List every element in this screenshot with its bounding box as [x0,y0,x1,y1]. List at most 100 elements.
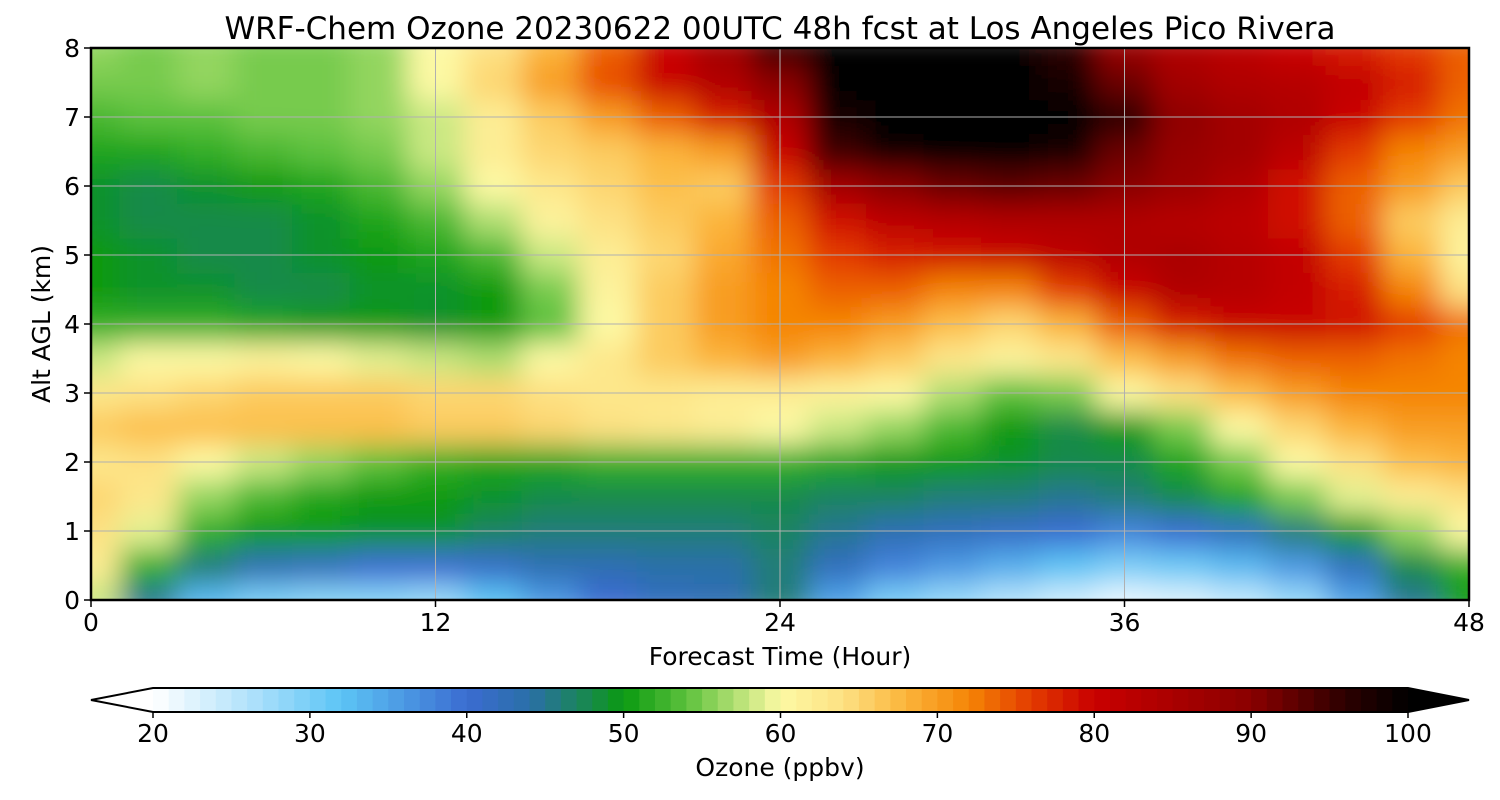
colorbar-bin [200,688,217,712]
colorbar-bin [1345,688,1362,712]
colorbar-bin [1109,688,1127,712]
y-tick-label: 5 [64,241,80,270]
heatmap-cell [808,582,867,600]
colorbar-tick-label: 70 [921,719,953,748]
colorbar-bin [1360,688,1378,712]
heatmap-cell [521,48,580,66]
heatmap-cell [981,479,1039,515]
heatmap-cell [1268,582,1326,600]
heatmap-cell [234,203,293,239]
heatmap-cell [923,479,982,515]
colorbar-bin [466,688,483,712]
heatmap-cell [1038,48,1097,66]
heatmap-cell [1153,65,1212,101]
colorbar-bin [984,688,1001,712]
heatmap-cell [981,48,1039,66]
heatmap-cell [1325,134,1384,170]
colorbar-bin [1094,688,1111,712]
heatmap-cell [1038,582,1097,600]
heatmap-cell [808,272,867,308]
colorbar-bin [764,688,781,712]
heatmap-cell [234,410,293,446]
colorbar-tick-label: 100 [1384,719,1432,748]
colorbar-bin [1078,688,1095,712]
heatmap-cell [464,65,523,101]
heatmap-cell [693,582,752,600]
heatmap-cell [349,410,408,446]
heatmap-cell [693,48,752,66]
heatmap-cell [808,65,867,101]
heatmap-cell [234,341,293,377]
heatmap-cell [1210,272,1269,308]
heatmap-cell [292,134,350,170]
heatmap-cell [1440,272,1469,308]
chart-title: WRF-Chem Ozone 20230622 00UTC 48h fcst a… [224,11,1335,47]
heatmap-cell [1268,548,1326,584]
heatmap-cell [177,548,236,584]
colorbar-tick-label: 40 [451,719,483,748]
colorbar-bin [1047,688,1064,712]
heatmap-cell [177,341,236,377]
heatmap-cell [981,65,1039,101]
y-tick-label: 4 [64,310,80,339]
heatmap-cell [1153,548,1212,584]
heatmap-cell [177,65,236,101]
heatmap-cell [464,582,523,600]
colorbar-bin [560,688,578,712]
colorbar-bin [309,688,327,712]
heatmap-cell [1268,272,1326,308]
colorbar [90,687,1470,713]
heatmap-cell [91,48,121,66]
heatmap-cell [521,341,580,377]
heatmap-cell [693,134,752,170]
colorbar-bin [1015,688,1032,712]
colorbar-bin [1125,688,1142,712]
colorbar-bin [356,688,374,712]
colorbar-bin [780,688,797,712]
heatmap-cell [808,203,867,239]
x-tick-label: 12 [420,608,452,637]
heatmap-cell [1153,479,1212,515]
heatmap-cell [119,203,178,239]
heatmap-cell [1382,272,1441,308]
heatmap-cell [234,548,293,584]
colorbar-bin [843,688,860,712]
colorbar-bin [1031,688,1048,712]
heatmap-cell [1325,341,1384,377]
heatmap-cell [234,65,293,101]
y-tick-label: 1 [64,517,80,546]
heatmap-cell [349,548,408,584]
heatmap-cell [866,410,925,446]
heatmap-cell [1210,65,1269,101]
heatmap-cell [1440,48,1469,66]
heatmap-cell [1382,548,1441,584]
heatmap-cell [292,410,350,446]
heatmap-cell [1038,410,1097,446]
heatmap-cell [349,341,408,377]
heatmap-cell [349,272,408,308]
heatmap-cell [981,582,1039,600]
heatmap-cell [579,582,637,600]
heatmap-cell [234,272,293,308]
colorbar-bin [325,688,342,712]
heatmap-cell [464,272,523,308]
heatmap-cell [1038,134,1097,170]
heatmap-cell [1268,479,1326,515]
heatmap-cell [981,341,1039,377]
colorbar-bin [1188,688,1205,712]
colorbar-bin [921,688,938,712]
colorbar-extend-max [1408,688,1469,712]
colorbar-tick-label: 90 [1235,719,1267,748]
heatmap-cell [292,65,350,101]
heatmap-cell [636,582,695,600]
colorbar-tick-label: 50 [608,719,640,748]
colorbar-tick-label: 80 [1078,719,1110,748]
heatmap-cell [234,479,293,515]
heatmap-cell [292,272,350,308]
heatmap-cell [1038,203,1097,239]
heatmap-cell [808,410,867,446]
heatmap-cell [636,48,695,66]
colorbar-tick-label: 30 [294,719,326,748]
colorbar-bin [796,688,813,712]
